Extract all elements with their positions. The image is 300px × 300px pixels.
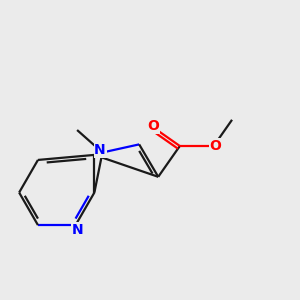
Text: N: N xyxy=(72,223,84,237)
Text: N: N xyxy=(94,143,106,158)
Text: O: O xyxy=(148,119,160,133)
Text: O: O xyxy=(209,139,221,153)
